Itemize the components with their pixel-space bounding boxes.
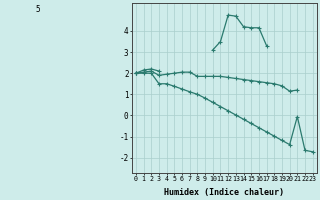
Text: 5: 5	[35, 5, 40, 14]
X-axis label: Humidex (Indice chaleur): Humidex (Indice chaleur)	[164, 188, 284, 197]
